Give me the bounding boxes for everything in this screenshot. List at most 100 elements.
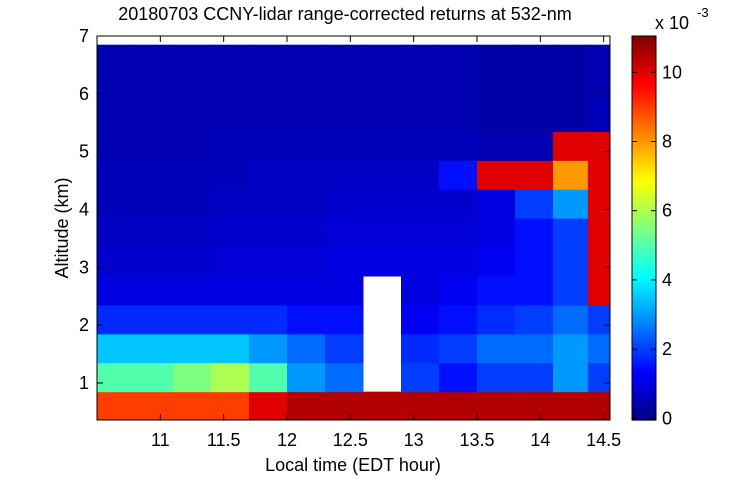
y-tick-label: 3 <box>79 257 89 277</box>
heatmap-cell <box>439 247 478 277</box>
x-tick-label: 11 <box>151 430 170 450</box>
heatmap-cell <box>553 333 589 364</box>
colorbar-swatch <box>632 202 656 207</box>
heatmap-cell <box>515 391 554 420</box>
heatmap-cell <box>553 160 589 190</box>
heatmap-cell <box>97 189 136 219</box>
heatmap-cell <box>97 362 136 393</box>
colorbar-swatch <box>632 269 656 274</box>
heatmap-cell <box>477 160 516 190</box>
colorbar-swatch <box>632 343 656 347</box>
colorbar-swatch <box>632 151 656 155</box>
heatmap-cell <box>401 247 440 277</box>
colorbar-swatch <box>632 295 656 299</box>
colorbar-swatch <box>632 167 656 171</box>
heatmap-cell <box>553 218 589 248</box>
x-tick-label: 13 <box>404 430 424 450</box>
heatmap-cell <box>477 304 516 335</box>
heatmap-cell <box>515 304 554 335</box>
heatmap-cell <box>173 189 212 219</box>
heatmap-cell <box>477 131 516 161</box>
colorbar-swatch <box>632 365 656 370</box>
plot-frame <box>96 35 611 421</box>
colorbar-swatch <box>632 48 656 53</box>
colorbar-swatch <box>632 244 656 248</box>
colorbar-swatch <box>632 141 656 146</box>
colorbar-swatch <box>632 84 656 88</box>
heatmap-cell <box>477 247 516 277</box>
colorbar-swatch <box>632 404 656 408</box>
heatmap-cell <box>477 73 516 104</box>
heatmap-cell <box>439 218 478 248</box>
colorbar-swatch <box>632 263 656 267</box>
heatmap-cell <box>325 247 364 277</box>
colorbar-swatch <box>632 77 656 82</box>
colorbar-swatch <box>632 301 656 306</box>
heatmap-cell <box>249 304 288 335</box>
heatmap-cell <box>211 362 250 393</box>
heatmap-cell <box>587 276 610 306</box>
heatmap-cell <box>477 276 516 306</box>
heatmap-cell <box>97 102 136 132</box>
colorbar-swatch <box>632 311 656 315</box>
heatmap-cell <box>587 362 610 393</box>
colorbar-swatch <box>632 74 656 79</box>
colorbar-tick-label: 4 <box>662 270 672 290</box>
heatmap-cell <box>477 218 516 248</box>
colorbar-swatch <box>632 176 656 181</box>
colorbar-swatch <box>632 100 656 104</box>
heatmap-cell <box>401 304 440 335</box>
heatmap-cell <box>477 44 516 75</box>
colorbar-swatch <box>632 327 656 331</box>
heatmap-cell <box>287 247 326 277</box>
colorbar-swatch <box>632 116 656 120</box>
colorbar-swatch <box>632 93 656 98</box>
heatmap-cell <box>587 333 610 364</box>
x-tick-label: 13.5 <box>459 430 494 450</box>
colorbar-swatch <box>632 36 656 40</box>
heatmap-cell <box>97 44 136 75</box>
colorbar-swatch <box>632 250 656 255</box>
heatmap-cell <box>553 247 589 277</box>
heatmap-cell <box>439 73 478 104</box>
heatmap-cell <box>439 44 478 75</box>
colorbar-swatch <box>632 317 656 322</box>
heatmap-cell <box>211 73 250 104</box>
heatmap-cell <box>363 131 402 161</box>
colorbar-swatch <box>632 218 656 223</box>
heatmap-cell <box>135 218 174 248</box>
heatmap-cell <box>587 44 610 75</box>
colorbar-swatch <box>632 381 656 386</box>
heatmap-cell <box>401 160 440 190</box>
x-tick-label: 14 <box>530 430 550 450</box>
heatmap-cell <box>287 304 326 335</box>
heatmap-cell <box>439 362 478 393</box>
colorbar-swatch <box>632 391 656 395</box>
heatmap-cell <box>587 131 610 161</box>
colorbar-exponent: -3 <box>697 5 709 20</box>
heatmap-cell <box>515 73 554 104</box>
colorbar-swatch <box>632 52 656 56</box>
colorbar-swatch <box>632 279 656 283</box>
heatmap-cell <box>515 276 554 306</box>
colorbar-swatch <box>632 109 656 114</box>
heatmap-cell <box>401 362 440 393</box>
heatmap-cell <box>173 44 212 75</box>
heatmap-cell <box>401 44 440 75</box>
heatmap-cell <box>553 276 589 306</box>
colorbar-swatch <box>632 340 656 344</box>
colorbar-swatch <box>632 352 656 357</box>
heatmap-cell <box>287 73 326 104</box>
heatmap-cell <box>211 247 250 277</box>
heatmap-cell <box>553 362 589 393</box>
heatmap-cell <box>211 333 250 364</box>
heatmap-cell <box>515 102 554 132</box>
heatmap-cell <box>287 362 326 393</box>
heatmap-cell <box>249 362 288 393</box>
heatmap-cell <box>401 131 440 161</box>
heatmap-cell <box>587 391 610 420</box>
colorbar-swatch <box>632 55 656 59</box>
heatmap-cell <box>173 73 212 104</box>
y-tick-label: 2 <box>79 315 89 335</box>
